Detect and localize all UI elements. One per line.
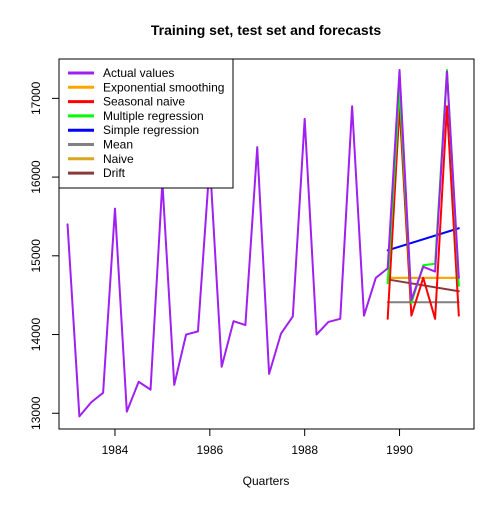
legend-label-exponential-smoothing: Exponential smoothing bbox=[103, 80, 224, 94]
legend-label-seasonal-naive: Seasonal naive bbox=[103, 95, 185, 109]
x-tick-label: 1986 bbox=[196, 443, 223, 457]
x-tick-label: 1990 bbox=[386, 443, 413, 457]
x-tick-label: 1984 bbox=[102, 443, 129, 457]
legend-box bbox=[58, 58, 234, 189]
y-tick-label: 15000 bbox=[29, 239, 43, 273]
legend-label-drift: Drift bbox=[103, 166, 126, 180]
y-axis: 13000 14000 15000 16000 17000 bbox=[29, 81, 59, 430]
x-axis-label: Quarters bbox=[243, 474, 290, 488]
y-tick-label: 14000 bbox=[29, 318, 43, 352]
y-tick-label: 17000 bbox=[29, 81, 43, 115]
series-line-drift bbox=[386, 278, 460, 293]
x-axis: 1984 1986 1988 1990 bbox=[102, 429, 413, 457]
x-tick-label: 1988 bbox=[291, 443, 318, 457]
series-line-actual-values bbox=[66, 69, 460, 418]
legend-label-mean: Mean bbox=[103, 138, 133, 152]
chart-title: Training set, test set and forecasts bbox=[151, 22, 382, 38]
legend-label-multiple-regression: Multiple regression bbox=[103, 109, 204, 123]
legend-label-simple-regression: Simple regression bbox=[103, 123, 199, 137]
series-line-simple-regression bbox=[386, 227, 460, 252]
series-layer bbox=[66, 69, 460, 418]
legend-label-naive: Naive bbox=[103, 152, 134, 166]
legend-label-actual-values: Actual values bbox=[103, 66, 174, 80]
y-tick-label: 13000 bbox=[29, 396, 43, 430]
y-tick-label: 16000 bbox=[29, 160, 43, 194]
plot-frame bbox=[58, 58, 475, 430]
